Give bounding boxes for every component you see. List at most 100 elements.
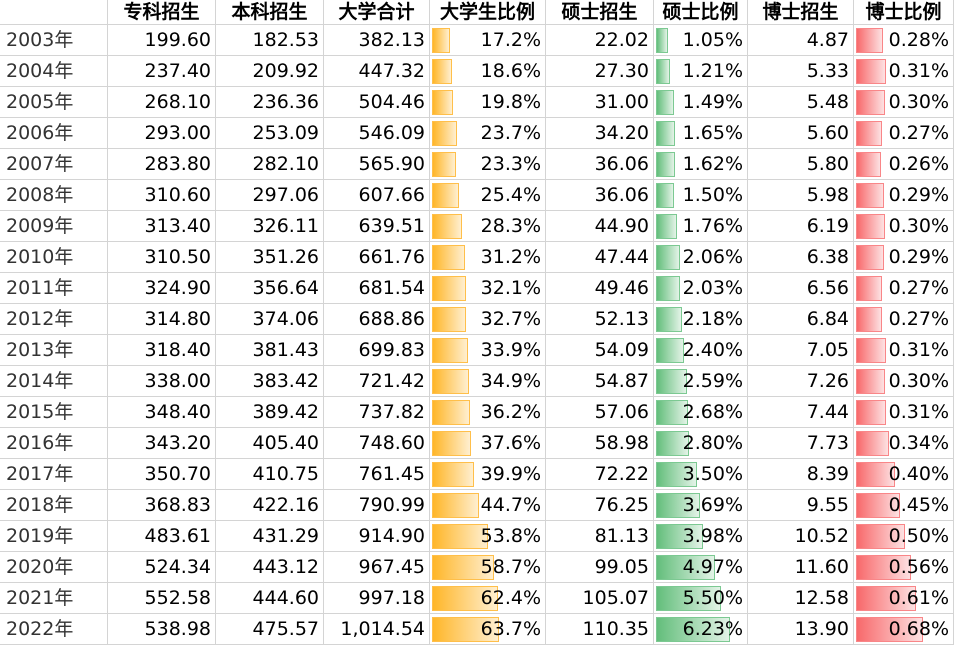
college-ratio-cell[interactable]: 62.4% [430,583,546,614]
zhuanke-cell[interactable]: 314.80 [108,304,216,335]
phd-cell[interactable]: 5.80 [748,149,854,180]
phd-ratio-cell[interactable]: 0.30% [854,366,954,397]
college-ratio-cell[interactable]: 19.8% [430,87,546,118]
college-ratio-cell[interactable]: 23.3% [430,149,546,180]
phd-cell[interactable]: 6.84 [748,304,854,335]
master-ratio-cell[interactable]: 2.68% [654,397,748,428]
zhuanke-cell[interactable]: 313.40 [108,211,216,242]
total-cell[interactable]: 607.66 [324,180,430,211]
benke-cell[interactable]: 410.75 [216,459,324,490]
benke-cell[interactable]: 356.64 [216,273,324,304]
master-ratio-cell[interactable]: 3.69% [654,490,748,521]
master-ratio-cell[interactable]: 1.05% [654,25,748,56]
college-ratio-cell[interactable]: 34.9% [430,366,546,397]
phd-ratio-cell[interactable]: 0.27% [854,118,954,149]
total-cell[interactable]: 699.83 [324,335,430,366]
benke-cell[interactable]: 209.92 [216,56,324,87]
master-cell[interactable]: 47.44 [546,242,654,273]
master-cell[interactable]: 57.06 [546,397,654,428]
phd-cell[interactable]: 10.52 [748,521,854,552]
benke-cell[interactable]: 389.42 [216,397,324,428]
benke-cell[interactable]: 182.53 [216,25,324,56]
total-cell[interactable]: 504.46 [324,87,430,118]
master-ratio-cell[interactable]: 2.40% [654,335,748,366]
zhuanke-cell[interactable]: 338.00 [108,366,216,397]
header-cell-phd-ratio[interactable]: 博士比例 [854,0,954,25]
benke-cell[interactable]: 326.11 [216,211,324,242]
master-ratio-cell[interactable]: 2.06% [654,242,748,273]
master-ratio-cell[interactable]: 1.21% [654,56,748,87]
phd-cell[interactable]: 13.90 [748,614,854,645]
total-cell[interactable]: 688.86 [324,304,430,335]
benke-cell[interactable]: 381.43 [216,335,324,366]
year-cell[interactable]: 2006年 [0,118,108,149]
master-ratio-cell[interactable]: 1.50% [654,180,748,211]
header-cell-benke[interactable]: 本科招生 [216,0,324,25]
zhuanke-cell[interactable]: 552.58 [108,583,216,614]
master-ratio-cell[interactable]: 2.80% [654,428,748,459]
phd-ratio-cell[interactable]: 0.31% [854,397,954,428]
total-cell[interactable]: 681.54 [324,273,430,304]
college-ratio-cell[interactable]: 58.7% [430,552,546,583]
benke-cell[interactable]: 282.10 [216,149,324,180]
phd-ratio-cell[interactable]: 0.31% [854,335,954,366]
zhuanke-cell[interactable]: 199.60 [108,25,216,56]
college-ratio-cell[interactable]: 32.7% [430,304,546,335]
total-cell[interactable]: 721.42 [324,366,430,397]
master-cell[interactable]: 34.20 [546,118,654,149]
master-ratio-cell[interactable]: 3.98% [654,521,748,552]
year-cell[interactable]: 2013年 [0,335,108,366]
year-cell[interactable]: 2016年 [0,428,108,459]
header-cell-master[interactable]: 硕士招生 [546,0,654,25]
college-ratio-cell[interactable]: 33.9% [430,335,546,366]
zhuanke-cell[interactable]: 310.50 [108,242,216,273]
zhuanke-cell[interactable]: 293.00 [108,118,216,149]
zhuanke-cell[interactable]: 237.40 [108,56,216,87]
total-cell[interactable]: 661.76 [324,242,430,273]
total-cell[interactable]: 737.82 [324,397,430,428]
phd-cell[interactable]: 7.73 [748,428,854,459]
benke-cell[interactable]: 351.26 [216,242,324,273]
total-cell[interactable]: 748.60 [324,428,430,459]
phd-cell[interactable]: 4.87 [748,25,854,56]
phd-cell[interactable]: 5.48 [748,87,854,118]
benke-cell[interactable]: 443.12 [216,552,324,583]
year-cell[interactable]: 2004年 [0,56,108,87]
year-cell[interactable]: 2003年 [0,25,108,56]
phd-ratio-cell[interactable]: 0.31% [854,56,954,87]
phd-cell[interactable]: 5.60 [748,118,854,149]
phd-ratio-cell[interactable]: 0.27% [854,273,954,304]
college-ratio-cell[interactable]: 25.4% [430,180,546,211]
header-cell-total[interactable]: 大学合计 [324,0,430,25]
zhuanke-cell[interactable]: 318.40 [108,335,216,366]
total-cell[interactable]: 447.32 [324,56,430,87]
total-cell[interactable]: 997.18 [324,583,430,614]
master-cell[interactable]: 44.90 [546,211,654,242]
zhuanke-cell[interactable]: 368.83 [108,490,216,521]
college-ratio-cell[interactable]: 39.9% [430,459,546,490]
phd-cell[interactable]: 7.26 [748,366,854,397]
zhuanke-cell[interactable]: 283.80 [108,149,216,180]
college-ratio-cell[interactable]: 63.7% [430,614,546,645]
zhuanke-cell[interactable]: 310.60 [108,180,216,211]
college-ratio-cell[interactable]: 23.7% [430,118,546,149]
phd-cell[interactable]: 6.19 [748,211,854,242]
college-ratio-cell[interactable]: 28.3% [430,211,546,242]
master-ratio-cell[interactable]: 1.62% [654,149,748,180]
college-ratio-cell[interactable]: 31.2% [430,242,546,273]
master-cell[interactable]: 22.02 [546,25,654,56]
master-ratio-cell[interactable]: 6.23% [654,614,748,645]
zhuanke-cell[interactable]: 538.98 [108,614,216,645]
phd-ratio-cell[interactable]: 0.50% [854,521,954,552]
header-cell-master-ratio[interactable]: 硕士比例 [654,0,748,25]
total-cell[interactable]: 639.51 [324,211,430,242]
college-ratio-cell[interactable]: 32.1% [430,273,546,304]
master-ratio-cell[interactable]: 4.97% [654,552,748,583]
phd-cell[interactable]: 9.55 [748,490,854,521]
phd-ratio-cell[interactable]: 0.61% [854,583,954,614]
zhuanke-cell[interactable]: 348.40 [108,397,216,428]
phd-cell[interactable]: 11.60 [748,552,854,583]
phd-ratio-cell[interactable]: 0.34% [854,428,954,459]
benke-cell[interactable]: 253.09 [216,118,324,149]
year-cell[interactable]: 2008年 [0,180,108,211]
